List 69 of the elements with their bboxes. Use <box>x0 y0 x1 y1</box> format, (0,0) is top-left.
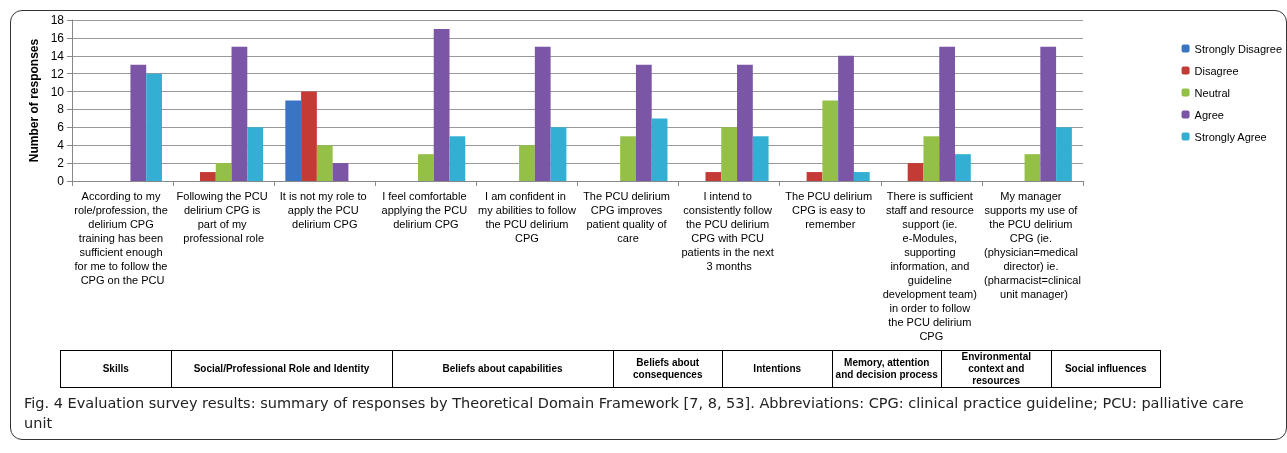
legend-label: Neutral <box>1194 86 1231 99</box>
y-tick-label: 4 <box>57 138 65 153</box>
x-tick-label: I intend to consistently follow the PCU delirium CPG with PCU patients in the next 3 months <box>681 190 777 272</box>
text: Beliefs about capabilities <box>391 351 613 387</box>
text: Environmental context and resources <box>941 351 1051 387</box>
bar <box>955 154 971 181</box>
legend-label: Strongly Agree <box>1194 130 1267 143</box>
legend-label: Agree <box>1194 108 1224 121</box>
y-tick-label: 8 <box>57 102 65 117</box>
bar <box>635 64 652 181</box>
bar <box>705 172 722 181</box>
bar <box>215 163 232 181</box>
bar <box>1056 127 1072 181</box>
y-tick-label: 0 <box>57 174 65 188</box>
bar <box>519 145 535 181</box>
bar <box>838 55 854 181</box>
category-label: There is sufficient staff and resource support (ie. e-Modules, supporting information, and guideline development team) in order to follow the PCU delirium CPG <box>882 190 977 342</box>
y-tick-label: 14 <box>50 48 65 63</box>
bar <box>247 127 264 181</box>
x-tick-label: I feel comfortable applying the PCU delirium CPG <box>381 190 471 230</box>
bar <box>285 100 302 181</box>
bar <box>907 163 924 181</box>
bar <box>199 172 216 181</box>
text: Social influences <box>1050 351 1160 387</box>
y-tick-label: 2 <box>57 156 65 171</box>
y-axis-title: Number of responses <box>26 38 41 163</box>
y-tick-label: 12 <box>50 66 65 81</box>
bar <box>316 145 333 181</box>
y-tick-label: 18 <box>50 13 65 27</box>
bar <box>130 64 147 181</box>
x-tick-label: The PCU delirium CPG improves patient quality of care <box>583 190 673 244</box>
bar <box>449 136 466 181</box>
bar <box>433 28 450 181</box>
bar <box>752 136 769 181</box>
y-tick-label: 16 <box>50 30 65 45</box>
x-tick-label: I am confident in my abilities to follow the PCU delirium CPG <box>478 190 576 244</box>
bar <box>651 118 668 181</box>
bar <box>620 136 636 181</box>
text: Social/Professional Role and Identity <box>170 351 392 387</box>
bar <box>1040 46 1057 181</box>
bar <box>332 163 349 181</box>
y-tick-label: 6 <box>57 120 65 135</box>
x-tick-label: It is not my role to apply the PCU delirium CPG <box>279 190 370 230</box>
bar <box>806 172 823 181</box>
legend-label: Disagree <box>1194 64 1239 77</box>
y-tick-label: 10 <box>50 84 65 99</box>
bar <box>301 91 317 181</box>
bar <box>146 73 162 181</box>
legend-label: Strongly Disagree <box>1194 42 1283 55</box>
bar <box>550 127 567 181</box>
bar <box>923 136 940 181</box>
x-tick-label: According to my role/profession, the delirium CPG training has been sufficient enough for me to follow the CPG on the PCU <box>74 190 171 286</box>
text: Memory, attention and decision process <box>831 351 941 387</box>
text: Intentions <box>722 351 832 387</box>
bar <box>853 172 870 181</box>
bar <box>417 154 434 181</box>
caption: Fig. 4 Evaluation survey results: summary of responses by Theoretical Domain Framework [7, 8, 53]. Abbreviations: CPG: clinical practice guideline; PCU: palliative care unit <box>24 394 1245 433</box>
bar <box>231 46 248 181</box>
bar <box>721 127 738 181</box>
x-tick-label: The PCU delirium CPG is easy to remember <box>785 190 876 230</box>
x-tick-label: Following the PCU delirium CPG is part of my professional role <box>176 190 271 244</box>
bar <box>939 46 956 181</box>
bar <box>1024 154 1041 181</box>
bar <box>822 100 839 181</box>
bar <box>737 64 753 181</box>
x-tick-label: My manager supports my use of the PCU delirium CPG (ie. (physician=medical director) ie. (pharmacist=clinical unit manager) <box>984 190 1081 300</box>
bar <box>534 46 551 181</box>
text: Beliefs about consequences <box>612 351 722 387</box>
text: Skills <box>101 362 130 376</box>
